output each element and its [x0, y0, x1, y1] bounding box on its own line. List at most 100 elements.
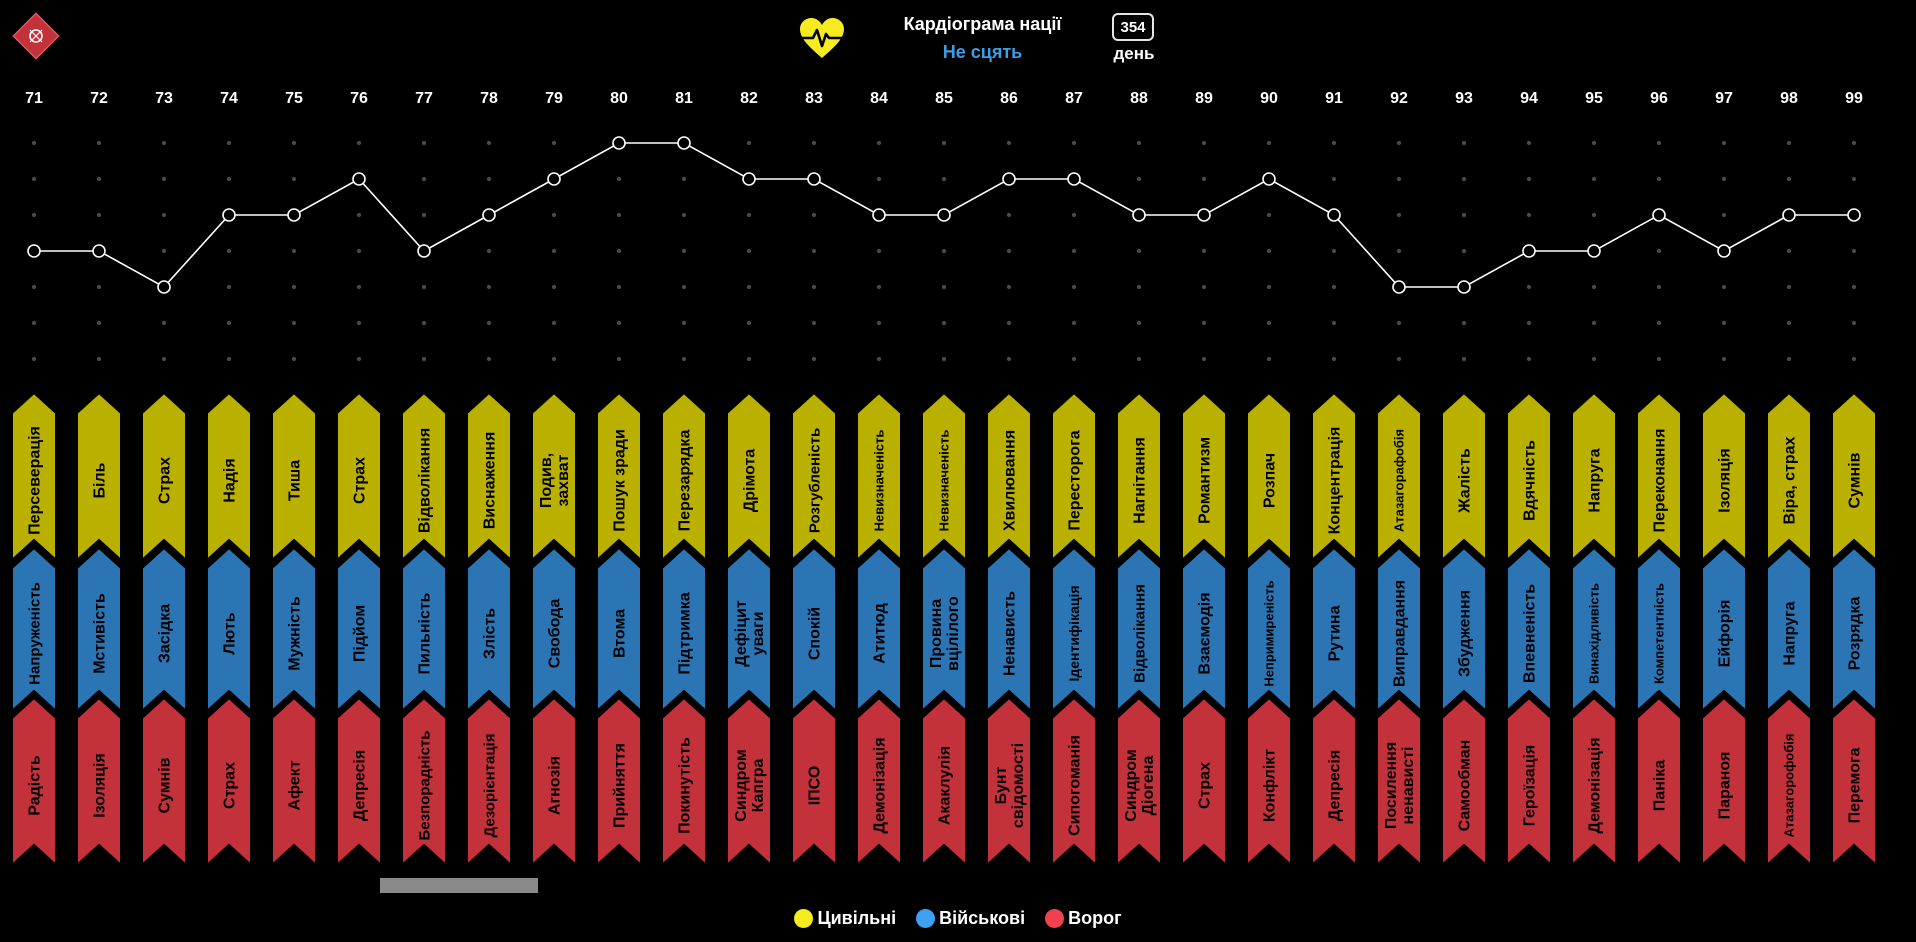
card-military[interactable]	[76, 546, 122, 714]
card-enemy[interactable]	[336, 696, 382, 868]
card-military[interactable]	[1181, 546, 1227, 714]
card-civilians[interactable]	[1311, 391, 1357, 563]
data-point[interactable]	[1457, 280, 1471, 294]
card-military[interactable]	[531, 546, 577, 714]
card-military[interactable]	[1766, 546, 1812, 714]
card-enemy[interactable]	[1701, 696, 1747, 868]
card-military[interactable]	[1116, 546, 1162, 714]
card-civilians[interactable]	[1051, 391, 1097, 563]
horizontal-scrollbar[interactable]	[380, 878, 538, 893]
card-military[interactable]	[1376, 546, 1422, 714]
data-point[interactable]	[1002, 172, 1016, 186]
data-point[interactable]	[1522, 244, 1536, 258]
card-enemy[interactable]	[661, 696, 707, 868]
data-point[interactable]	[1067, 172, 1081, 186]
card-military[interactable]	[1051, 546, 1097, 714]
data-point[interactable]	[742, 172, 756, 186]
data-point[interactable]	[1197, 208, 1211, 222]
card-civilians[interactable]	[271, 391, 317, 563]
data-point[interactable]	[1652, 208, 1666, 222]
card-enemy[interactable]	[11, 696, 57, 868]
card-enemy[interactable]	[1376, 696, 1422, 868]
data-point[interactable]	[1782, 208, 1796, 222]
legend-item-civilians[interactable]: Цивільні	[794, 908, 896, 929]
card-enemy[interactable]	[1506, 696, 1552, 868]
data-point[interactable]	[92, 244, 106, 258]
data-point[interactable]	[1132, 208, 1146, 222]
card-civilians[interactable]	[856, 391, 902, 563]
card-military[interactable]	[206, 546, 252, 714]
card-military[interactable]	[856, 546, 902, 714]
card-enemy[interactable]	[726, 696, 772, 868]
card-civilians[interactable]	[1181, 391, 1227, 563]
card-military[interactable]	[401, 546, 447, 714]
data-point[interactable]	[1392, 280, 1406, 294]
card-enemy[interactable]	[1181, 696, 1227, 868]
card-enemy[interactable]	[1246, 696, 1292, 868]
card-military[interactable]	[11, 546, 57, 714]
data-point[interactable]	[1262, 172, 1276, 186]
data-point[interactable]	[352, 172, 366, 186]
data-point[interactable]	[1587, 244, 1601, 258]
card-military[interactable]	[336, 546, 382, 714]
legend-item-enemy[interactable]: Ворог	[1045, 908, 1122, 929]
card-military[interactable]	[1831, 546, 1877, 714]
card-enemy[interactable]	[791, 696, 837, 868]
card-enemy[interactable]	[531, 696, 577, 868]
card-civilians[interactable]	[531, 391, 577, 563]
card-civilians[interactable]	[206, 391, 252, 563]
card-enemy[interactable]	[271, 696, 317, 868]
card-civilians[interactable]	[921, 391, 967, 563]
card-civilians[interactable]	[596, 391, 642, 563]
data-point[interactable]	[872, 208, 886, 222]
card-civilians[interactable]	[726, 391, 772, 563]
data-point[interactable]	[807, 172, 821, 186]
card-civilians[interactable]	[1246, 391, 1292, 563]
card-civilians[interactable]	[1571, 391, 1617, 563]
card-military[interactable]	[1701, 546, 1747, 714]
card-military[interactable]	[986, 546, 1032, 714]
data-point[interactable]	[677, 136, 691, 150]
card-enemy[interactable]	[921, 696, 967, 868]
card-enemy[interactable]	[1831, 696, 1877, 868]
card-civilians[interactable]	[791, 391, 837, 563]
data-point[interactable]	[27, 244, 41, 258]
hazard-diamond-icon[interactable]	[10, 10, 62, 62]
data-point[interactable]	[1717, 244, 1731, 258]
card-enemy[interactable]	[1766, 696, 1812, 868]
card-enemy[interactable]	[1571, 696, 1617, 868]
card-civilians[interactable]	[1506, 391, 1552, 563]
card-civilians[interactable]	[986, 391, 1032, 563]
card-military[interactable]	[141, 546, 187, 714]
data-point[interactable]	[287, 208, 301, 222]
card-military[interactable]	[1506, 546, 1552, 714]
card-military[interactable]	[466, 546, 512, 714]
data-point[interactable]	[1847, 208, 1861, 222]
card-civilians[interactable]	[1116, 391, 1162, 563]
data-point[interactable]	[222, 208, 236, 222]
card-civilians[interactable]	[11, 391, 57, 563]
card-military[interactable]	[1571, 546, 1617, 714]
card-military[interactable]	[661, 546, 707, 714]
card-military[interactable]	[921, 546, 967, 714]
card-military[interactable]	[791, 546, 837, 714]
data-point[interactable]	[1327, 208, 1341, 222]
card-enemy[interactable]	[1441, 696, 1487, 868]
card-military[interactable]	[1311, 546, 1357, 714]
card-civilians[interactable]	[1831, 391, 1877, 563]
card-civilians[interactable]	[661, 391, 707, 563]
data-point[interactable]	[547, 172, 561, 186]
card-civilians[interactable]	[76, 391, 122, 563]
card-enemy[interactable]	[856, 696, 902, 868]
card-enemy[interactable]	[206, 696, 252, 868]
card-enemy[interactable]	[1311, 696, 1357, 868]
card-civilians[interactable]	[141, 391, 187, 563]
card-civilians[interactable]	[1766, 391, 1812, 563]
card-enemy[interactable]	[466, 696, 512, 868]
card-enemy[interactable]	[1116, 696, 1162, 868]
data-point[interactable]	[612, 136, 626, 150]
card-civilians[interactable]	[1376, 391, 1422, 563]
data-point[interactable]	[937, 208, 951, 222]
card-enemy[interactable]	[141, 696, 187, 868]
card-military[interactable]	[726, 546, 772, 714]
